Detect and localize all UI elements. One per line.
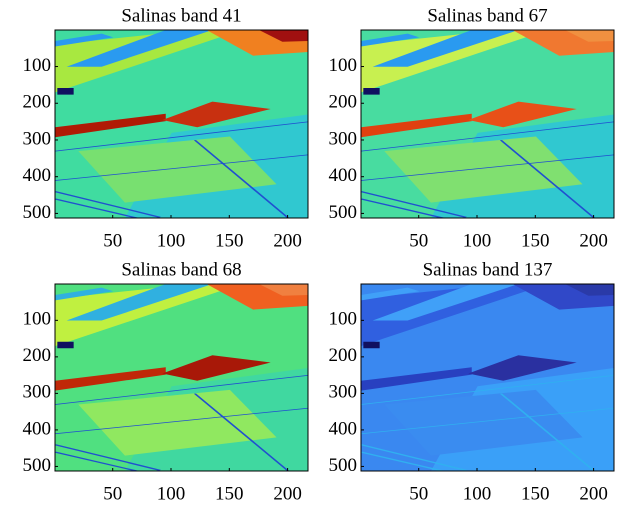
y-tick-label: 200 — [329, 92, 358, 113]
y-tick-label: 200 — [23, 92, 52, 113]
y-tick-label: 400 — [23, 418, 52, 439]
chart-title: Salinas band 68 — [121, 259, 241, 280]
y-tick-label: 100 — [23, 55, 52, 76]
y-tick-label: 500 — [23, 455, 52, 476]
x-tick-label: 200 — [579, 483, 608, 504]
y-tick-label: 300 — [329, 382, 358, 403]
y-tick-label: 500 — [329, 455, 358, 476]
y-tick-label: 400 — [329, 165, 358, 186]
y-tick-label: 100 — [329, 309, 358, 330]
x-tick-label: 100 — [463, 230, 492, 251]
x-tick-label: 50 — [409, 483, 428, 504]
x-tick-label: 50 — [103, 230, 122, 251]
image — [55, 284, 308, 471]
x-tick-label: 200 — [273, 230, 302, 251]
y-tick-label: 300 — [23, 128, 52, 149]
axes-frame — [54, 283, 309, 472]
image — [55, 30, 308, 218]
y-tick-label: 200 — [329, 345, 358, 366]
x-tick-label: 50 — [103, 483, 122, 504]
y-tick-label: 300 — [329, 128, 358, 149]
axes-frame — [54, 29, 309, 219]
x-tick-label: 200 — [273, 483, 302, 504]
x-tick-label: 150 — [215, 483, 244, 504]
y-tick-label: 500 — [23, 202, 52, 223]
chart-title: Salinas band 41 — [121, 5, 241, 26]
x-tick-label: 100 — [463, 483, 492, 504]
y-tick-label: 100 — [23, 309, 52, 330]
x-tick-label: 150 — [521, 483, 550, 504]
y-tick-label: 500 — [329, 202, 358, 223]
image — [361, 284, 614, 471]
axes-frame — [360, 29, 615, 219]
axes-frame — [360, 283, 615, 472]
y-tick-label: 400 — [23, 165, 52, 186]
y-tick-label: 400 — [329, 418, 358, 439]
chart-title: Salinas band 137 — [423, 259, 553, 280]
x-tick-label: 200 — [579, 230, 608, 251]
y-tick-label: 100 — [329, 55, 358, 76]
x-tick-label: 50 — [409, 230, 428, 251]
y-tick-label: 300 — [23, 382, 52, 403]
x-tick-label: 100 — [157, 230, 186, 251]
x-tick-label: 150 — [215, 230, 244, 251]
x-tick-label: 100 — [157, 483, 186, 504]
y-tick-label: 200 — [23, 345, 52, 366]
chart-title: Salinas band 67 — [427, 5, 547, 26]
x-tick-label: 150 — [521, 230, 550, 251]
image — [361, 30, 614, 218]
